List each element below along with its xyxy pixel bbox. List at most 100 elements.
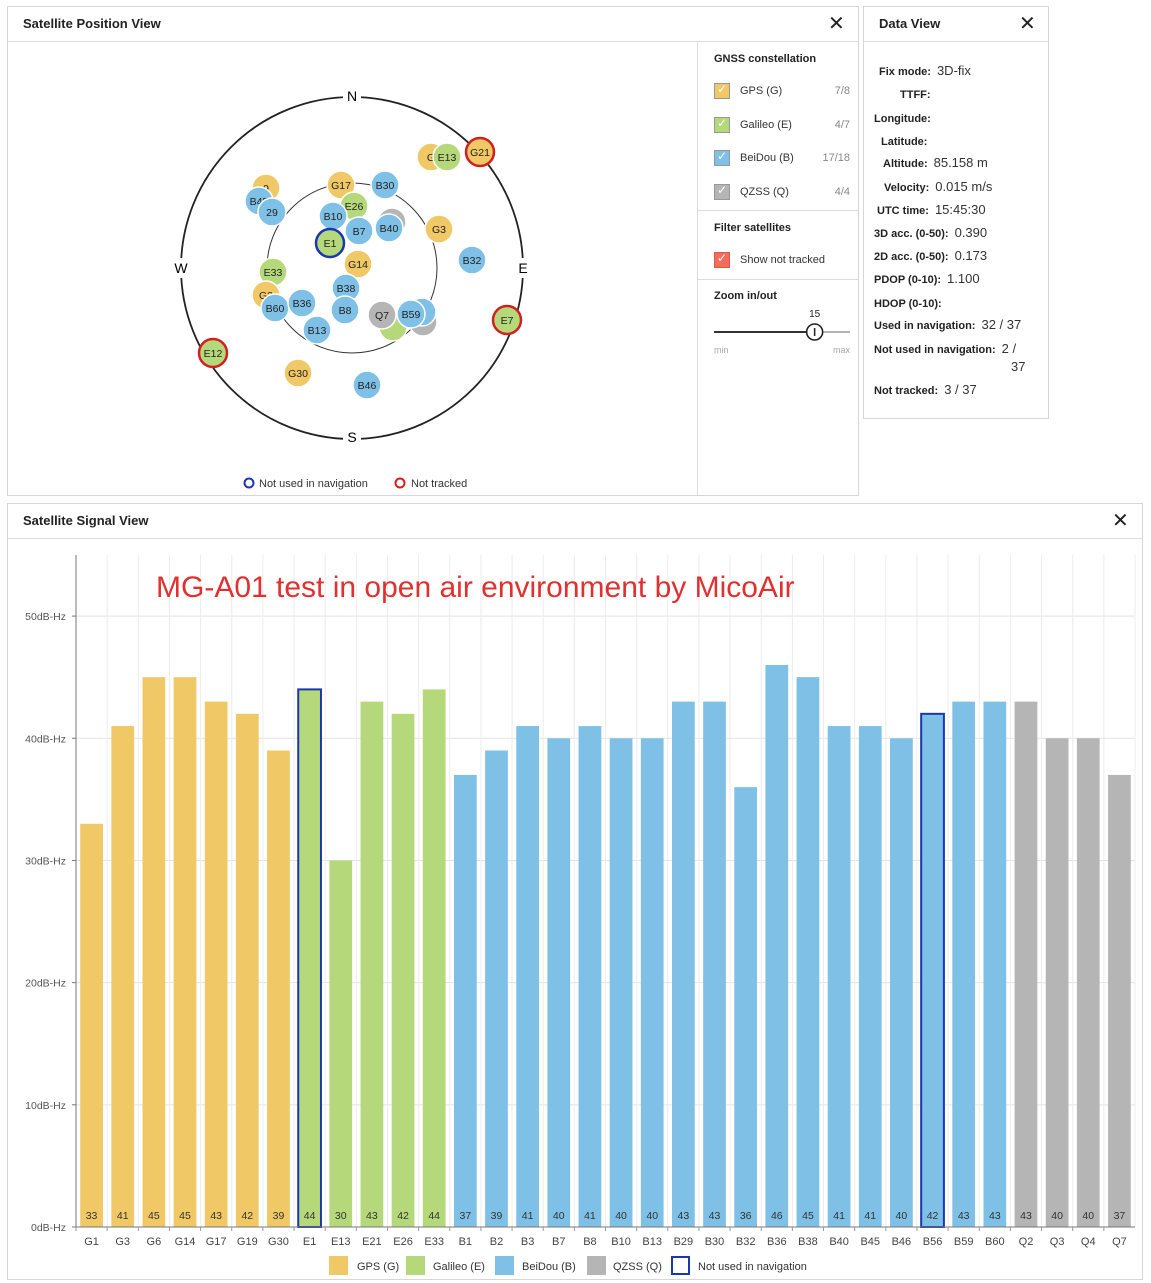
satellite-marker-e1[interactable]: E1 [314,227,346,259]
satellite-marker-e12[interactable]: E12 [197,337,229,369]
x-tick-b36: B36 [767,1236,787,1248]
bar-value-q3: 40 [1051,1210,1063,1222]
check-icon: ✓ [717,116,728,130]
satellite-marker-g3[interactable]: G3 [424,214,454,244]
x-tick-b45: B45 [860,1236,880,1248]
zoom-slider[interactable]: 15 min max [708,304,856,358]
satellite-marker-e13[interactable]: E13 [432,142,462,172]
x-tick-b8: B8 [583,1236,596,1248]
checkbox-qzss[interactable]: ✓ QZSS (Q) 4/4 [714,183,850,202]
checkbox-show-not-tracked[interactable]: ✓ Show not tracked [714,251,850,270]
close-icon[interactable]: ✕ [1112,508,1129,532]
svg-text:B7: B7 [353,226,366,238]
satellite-marker-b10[interactable]: B10 [318,201,348,231]
position-view-title: Satellite Position View [23,16,161,31]
satellite-marker-g14[interactable]: G14 [343,249,373,279]
y-tick-label: 50dB-Hz [25,611,66,623]
checkbox-galileo-box[interactable]: ✓ [714,116,730,133]
check-icon: ✓ [717,82,728,96]
x-tick-q2: Q2 [1019,1236,1034,1248]
sidebar-divider-2 [698,279,858,280]
bar-value-b60: 43 [989,1210,1001,1222]
x-tick-b30: B30 [705,1236,725,1248]
signal-legend: GPS (G) Galileo (E) BeiDou (B) QZSS (Q) … [329,1256,807,1275]
svg-text:E7: E7 [501,315,514,327]
satellite-marker-b38[interactable]: B38 [331,273,361,303]
bar-b30 [703,701,726,1227]
field-longitude: Longitude: [874,113,931,125]
legend-qzss-label: QZSS (Q) [613,1261,662,1273]
satellite-marker-b13[interactable]: B13 [302,315,332,345]
bar-e26 [391,713,415,1227]
bar-value-b1: 37 [459,1210,471,1222]
x-tick-b2: B2 [490,1236,503,1248]
checkbox-qzss-box[interactable]: ✓ [714,183,730,200]
x-tick-e13: E13 [331,1236,351,1248]
bar-value-g1: 33 [86,1210,98,1222]
field-ttff: TTFF: [900,89,931,101]
field-3d-acc: 3D acc. (0-50): 0.390 [874,225,988,240]
constellation-title: GNSS constellation [714,53,817,65]
legend-not-used-swatch [671,1256,690,1275]
x-tick-b46: B46 [892,1236,912,1248]
checkbox-galileo-label: Galileo (E) [740,119,792,131]
legend-qzss-swatch [587,1256,606,1275]
checkbox-show-not-tracked-box[interactable]: ✓ [714,251,730,268]
satellite-marker-b59[interactable]: B59 [396,299,426,329]
bar-b13 [640,738,664,1227]
svg-text:B38: B38 [337,283,356,295]
svg-text:B46: B46 [358,380,377,392]
checkbox-beidou[interactable]: ✓ BeiDou (B) 17/18 [714,149,850,168]
bar-value-b59: 43 [958,1210,970,1222]
checkbox-beidou-box[interactable]: ✓ [714,149,730,166]
checkbox-gps-box[interactable]: ✓ [714,82,730,99]
svg-text:B32: B32 [463,255,482,267]
checkbox-gps[interactable]: ✓ GPS (G) 7/8 [714,82,850,101]
satellite-marker-e7[interactable]: E7 [491,304,523,336]
bar-value-b40: 41 [833,1210,845,1222]
satellite-marker-b7[interactable]: B7 [344,216,374,246]
close-icon[interactable]: ✕ [1019,11,1036,35]
satellite-marker-b8[interactable]: B8 [330,295,360,325]
legend-not-used-label: Not used in navigation [698,1261,807,1273]
bar-value-b3: 41 [522,1210,534,1222]
satellite-marker-b46[interactable]: B46 [352,370,382,400]
satellite-marker-g30[interactable]: G30 [283,358,313,388]
zoom-value: 15 [809,309,821,320]
bar-b36 [765,664,789,1227]
close-icon[interactable]: ✕ [828,11,845,35]
satellite-marker-b60[interactable]: B60 [260,293,290,323]
bar-b7 [547,738,571,1227]
bar-q3 [1045,738,1069,1227]
bar-b40 [827,726,851,1227]
x-tick-b1: B1 [459,1236,472,1248]
satellite-marker-b36[interactable]: B36 [287,288,317,318]
legend-galileo-swatch [406,1256,425,1275]
satellite-marker-g21[interactable]: G21 [464,136,496,168]
bar-value-b46: 40 [896,1210,908,1222]
chart-annotation: MG-A01 test in open air environment by M… [156,571,795,604]
x-tick-e33: E33 [424,1236,444,1248]
bar-value-q7: 37 [1114,1210,1126,1222]
checkbox-galileo[interactable]: ✓ Galileo (E) 4/7 [714,116,850,135]
satellite-marker-b29[interactable]: 29 [257,197,287,227]
x-tick-b3: B3 [521,1236,534,1248]
svg-text:B36: B36 [293,298,312,310]
satellite-marker-q7[interactable]: Q7 [367,300,397,330]
satellite-marker-b32[interactable]: B32 [457,245,487,275]
bar-b2 [485,750,508,1227]
satellite-marker-b40[interactable]: B40 [374,213,404,243]
satellite-marker-b30[interactable]: B30 [370,170,400,200]
legend-not-used-text: Not used in navigation [259,478,368,490]
x-tick-g3: G3 [115,1236,130,1248]
svg-text:29: 29 [266,207,278,219]
bar-e1 [297,688,322,1228]
legend-not-tracked-marker [394,477,406,489]
bar-g30 [267,750,290,1227]
satellite-marker-g17[interactable]: G17 [326,170,356,200]
x-tick-g30: G30 [268,1236,289,1248]
bar-value-b30: 43 [709,1210,721,1222]
bar-b32 [734,787,758,1227]
field-fix-mode: Fix mode: 3D-fix [879,63,971,78]
x-tick-q7: Q7 [1112,1236,1127,1248]
